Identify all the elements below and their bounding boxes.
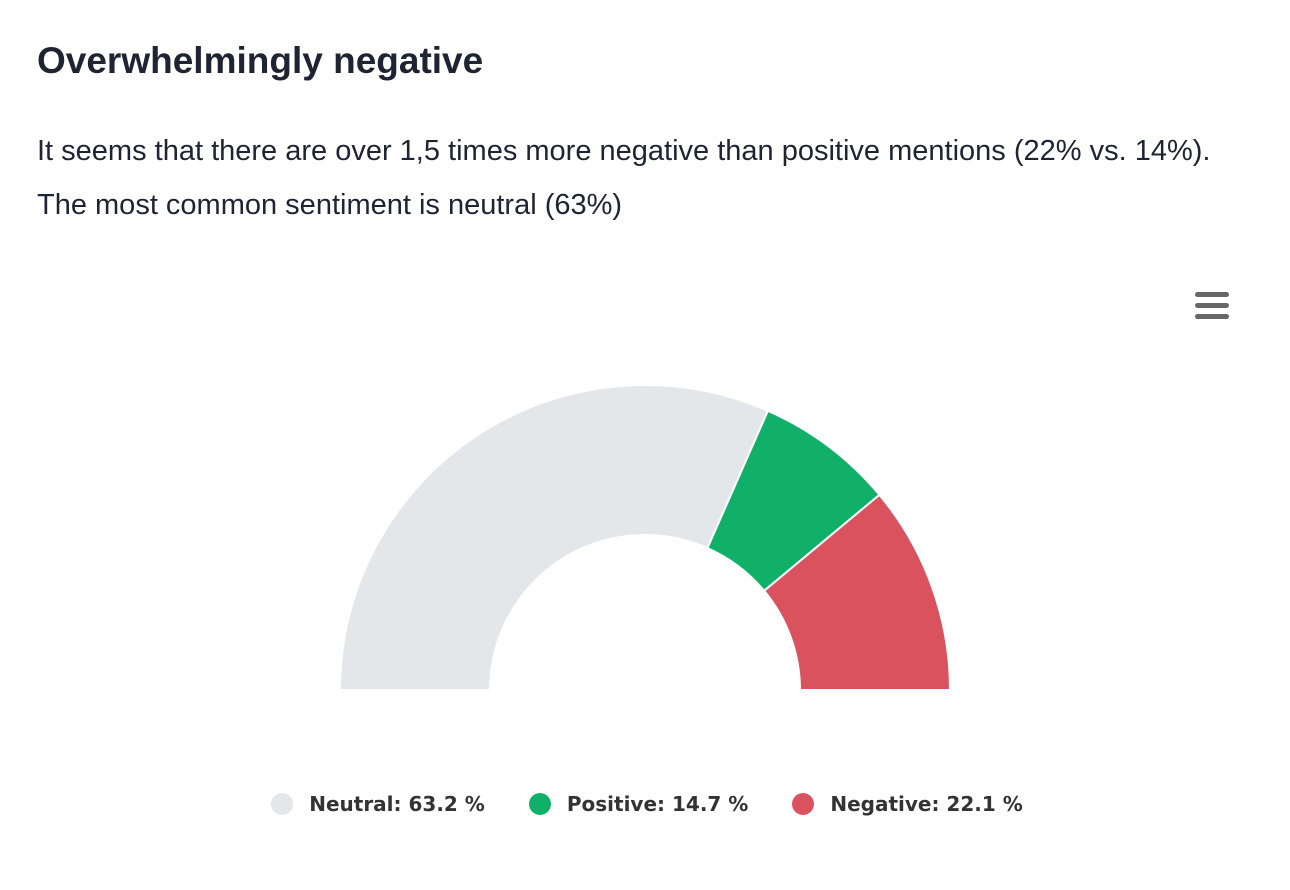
legend-label: Positive: 14.7 %: [566, 792, 749, 816]
slice-negative[interactable]: [762, 493, 952, 691]
legend: Neutral: 63.2 % Positive: 14.7 % Negative:…: [0, 792, 1290, 816]
legend-marker: [528, 793, 551, 815]
chart-title: Overwhelmingly negative: [37, 40, 484, 81]
legend-item-neutral[interactable]: Neutral: 63.2 %: [271, 792, 485, 816]
chart-description: It seems that there are over 1,5 times m…: [37, 135, 1211, 221]
legend-marker: [792, 793, 815, 815]
menu-bar: [1195, 292, 1229, 297]
legend-label: Neutral: 63.2 %: [309, 792, 485, 816]
slice-neutral[interactable]: [338, 384, 770, 691]
legend-marker: [271, 793, 294, 815]
menu-bar: [1195, 303, 1229, 308]
legend-item-positive[interactable]: Positive: 14.7 %: [528, 792, 749, 816]
menu-bar: [1195, 314, 1229, 319]
legend-item-negative[interactable]: Negative: 22.1 %: [792, 792, 1023, 816]
legend-label: Negative: 22.1 %: [830, 792, 1023, 816]
hamburger-menu-icon[interactable]: [1195, 292, 1229, 320]
